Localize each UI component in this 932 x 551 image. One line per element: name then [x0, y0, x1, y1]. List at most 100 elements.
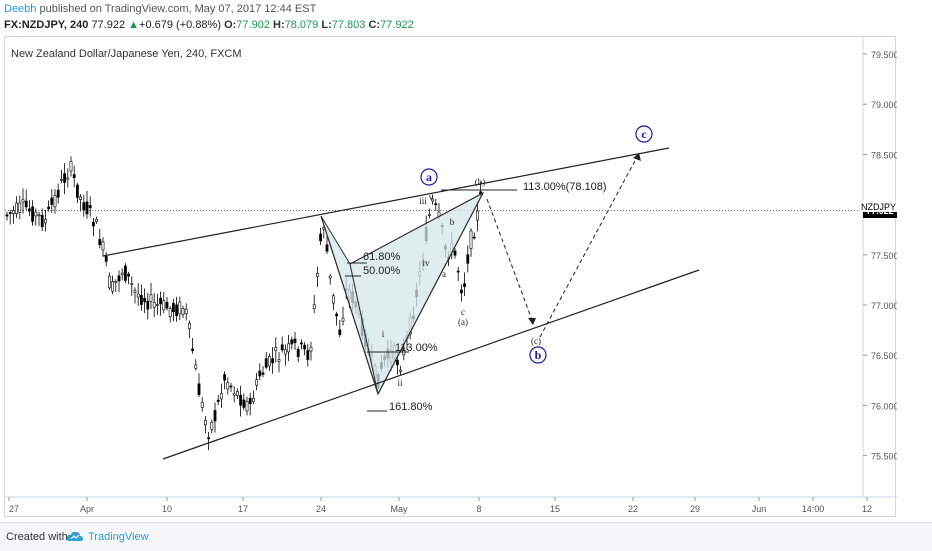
candle-body: [293, 338, 297, 343]
candle-body: [92, 221, 95, 227]
candle-body: [197, 383, 201, 395]
candle-body: [472, 236, 476, 239]
x-tick-label: Jun: [752, 504, 767, 514]
pattern-leg: [349, 192, 484, 265]
lower-channel-line[interactable]: [162, 269, 700, 460]
created-with-text: Created with: [6, 531, 68, 543]
candle-body: [232, 393, 236, 396]
candle-body: [328, 275, 332, 279]
fib-labels: 61.80% 50.00% 113.00% 161.80% 113.00%(78…: [363, 181, 607, 413]
price-change: +0.679 (+0.88%): [139, 19, 221, 31]
candle-body: [66, 177, 70, 180]
candle-body: [280, 344, 284, 351]
candle-body: [50, 197, 54, 205]
wave-label-minor-b: (b): [475, 177, 486, 187]
price-axis[interactable]: 79.50079.00078.50078.00077.50077.00076.5…: [862, 37, 897, 497]
candle-body: [175, 304, 179, 317]
candle-body: [40, 214, 44, 228]
candle-body: [124, 265, 127, 281]
close-label: C:: [368, 19, 381, 31]
candle-body: [303, 344, 307, 350]
open-value: 77.902: [236, 19, 270, 31]
x-tick-label: Apr: [80, 504, 94, 514]
wave-label-minor-c: (c): [531, 336, 541, 346]
candle-body: [79, 196, 83, 200]
chart-area[interactable]: 79.50079.00078.50078.00077.50077.00076.5…: [4, 36, 897, 518]
candle-body: [47, 206, 51, 209]
candle-body: [312, 304, 316, 309]
tradingview-cloud-icon[interactable]: [66, 530, 84, 544]
candle-body: [111, 281, 115, 292]
candle-body: [88, 205, 92, 209]
candle-body: [287, 343, 291, 353]
candle-body: [459, 289, 463, 294]
candle-body: [341, 317, 345, 322]
symbol-label: FX:NZDJPY, 240: [4, 19, 89, 31]
candle-body: [427, 214, 431, 216]
upper-channel-line[interactable]: [102, 147, 670, 257]
fib-label-618: 61.80%: [363, 251, 401, 263]
chart-title: New Zealand Dollar/Japanese Yen, 240, FX…: [11, 48, 242, 60]
candle-body: [12, 210, 15, 215]
publish-info: published on TradingView.com, May 07, 20…: [36, 3, 317, 15]
chart-canvas[interactable]: 79.50079.00078.50078.00077.50077.00076.5…: [5, 37, 897, 518]
arrow-head-icon: [528, 318, 536, 325]
candle-body: [72, 174, 76, 178]
candle-body: [319, 233, 323, 242]
close-value: 77.922: [380, 19, 414, 31]
candle-body: [168, 308, 172, 317]
candle-body: [82, 202, 86, 211]
candle-body: [172, 302, 175, 313]
candle-body: [140, 295, 143, 305]
candle-body: [149, 294, 153, 302]
candle-body: [31, 206, 35, 222]
candle-body: [213, 410, 217, 422]
candle-body: [191, 348, 195, 352]
candle-body: [159, 297, 163, 305]
candle-body: [59, 179, 63, 181]
candle-body: [56, 189, 60, 198]
candle-body: [130, 283, 134, 286]
candle-body: [402, 347, 406, 356]
candle-body: [242, 399, 246, 408]
candle-body: [63, 173, 67, 183]
wave-label-c-circled: c: [635, 125, 653, 143]
candle-body: [325, 244, 329, 252]
x-tick-label: 17: [238, 504, 248, 514]
wave-label-iv: iv: [422, 258, 430, 268]
candle-body: [114, 280, 118, 283]
pattern-leg: [377, 192, 484, 395]
candle-body: [24, 200, 28, 208]
candle-body: [338, 329, 342, 335]
high-value: 78.079: [284, 19, 319, 31]
candle-body: [53, 195, 57, 208]
pattern-leg: [320, 215, 379, 395]
svg-text:a: a: [426, 170, 432, 184]
candle-body: [69, 161, 73, 172]
candle-body: [181, 308, 185, 315]
candle-body: [226, 382, 230, 390]
y-tick-label: 76.000: [871, 401, 897, 411]
footer-bar: Created with TradingView: [0, 522, 932, 551]
candle-body: [178, 301, 182, 315]
tradingview-brand[interactable]: TradingView: [88, 531, 149, 543]
candle-body: [252, 397, 255, 403]
projection-path: [539, 156, 638, 338]
candle-body: [463, 283, 467, 288]
time-axis[interactable]: 27 Apr 10 17 24 May 8 15 22 29 Jun 14:00 12: [5, 496, 897, 514]
candle-body: [152, 302, 156, 308]
wave-label-iii: iii: [419, 196, 427, 206]
candle-body: [475, 210, 479, 221]
author-link[interactable]: Deebh: [4, 3, 37, 15]
chart-header: Deebh published on TradingView.com, May …: [0, 0, 932, 34]
trendlines: [102, 147, 700, 460]
y-tick-label: 79.500: [871, 50, 897, 60]
ohlc-line: FX:NZDJPY, 240 77.922 ▲+0.679 (+0.88%) O…: [4, 19, 414, 31]
candle-body: [283, 349, 287, 355]
open-label: O:: [224, 19, 237, 31]
candle-body: [76, 184, 79, 198]
candle-body: [37, 214, 41, 217]
candle-body: [245, 400, 249, 412]
candle-body: [104, 255, 108, 262]
wave-label-a-small: a: [442, 269, 446, 279]
